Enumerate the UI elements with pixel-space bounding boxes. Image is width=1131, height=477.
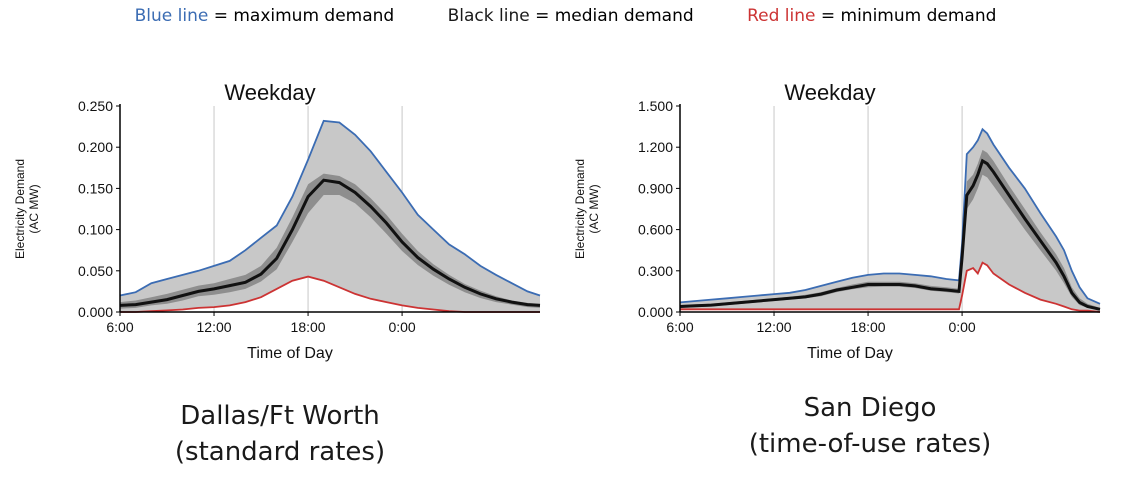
y-tick-label: 0.050	[78, 263, 113, 279]
caption-line-city: Dallas/Ft Worth	[180, 401, 380, 431]
chart-san-diego: 0.000 0.300 0.600 0.900 1.200 1.500 6:00 12:00 1…	[572, 66, 1112, 376]
y-tick-label: 0.100	[78, 222, 113, 238]
legend-item-max: Blue line = maximum demand	[135, 6, 395, 26]
y-tick-label: 0.000	[78, 304, 113, 320]
x-tick-label: 6:00	[666, 319, 693, 335]
x-axis-label: Time of Day	[247, 345, 333, 362]
caption-line-city: San Diego	[803, 393, 937, 423]
series-line-maximum	[679, 127, 1101, 305]
y-tick-label: 1.200	[638, 139, 673, 155]
y-tick-label: 0.150	[78, 180, 113, 196]
x-axis-label: Time of Day	[807, 345, 893, 362]
x-tick-label: 0:00	[948, 319, 975, 335]
y-tick-label: 0.300	[638, 263, 673, 279]
x-tick-label: 18:00	[291, 319, 326, 335]
series-line-median	[119, 178, 541, 307]
y-tick-label: 0.600	[638, 222, 673, 238]
chart-dallas: 0.000 0.050 0.100 0.150 0.200 0.250 6:00 12:00 1…	[12, 66, 552, 376]
caption-san-diego: San Diego (time-of-use rates)	[700, 390, 1040, 462]
y-axis-label: Electricity Demand(AC MW)	[13, 159, 41, 259]
y-axis-label: Electricity Demand(AC MW)	[573, 159, 601, 259]
legend-colored-text: Blue line	[134, 6, 209, 26]
x-tick-label: 18:00	[851, 319, 886, 335]
chart-title: Weekday	[784, 80, 875, 105]
series-line-maximum	[119, 119, 541, 297]
x-tick-label: 6:00	[106, 319, 133, 335]
y-tick-label: 0.250	[78, 98, 113, 114]
y-tick-label: 0.000	[638, 304, 673, 320]
legend-text: = median demand	[529, 6, 694, 26]
caption-line-rate: (time-of-use rates)	[748, 429, 992, 459]
x-tick-label: 12:00	[197, 319, 232, 335]
x-tick-label: 0:00	[388, 319, 415, 335]
legend-text: = maximum demand	[208, 6, 395, 26]
y-axis-label-line: (AC MW)	[587, 184, 601, 233]
chart-svg-dallas: 0.000 0.050 0.100 0.150 0.200 0.250 6:00 12:00 1…	[12, 66, 552, 376]
legend-colored-text: Red line	[747, 6, 816, 26]
legend: Blue line = maximum demand Black line = …	[0, 6, 1131, 36]
y-tick-label: 0.900	[638, 180, 673, 196]
legend-text: = minimum demand	[815, 6, 997, 26]
legend-item-min: Red line = minimum demand	[747, 6, 996, 26]
y-axis-label-line: Electricity Demand	[13, 159, 27, 259]
y-tick-label: 0.200	[78, 139, 113, 155]
y-tick-label: 1.500	[638, 98, 673, 114]
caption-line-rate: (standard rates)	[174, 437, 386, 467]
legend-colored-text: Black line	[447, 6, 530, 26]
y-axis-label-line: Electricity Demand	[573, 159, 587, 259]
x-tick-label: 12:00	[757, 319, 792, 335]
legend-item-median: Black line = median demand	[448, 6, 694, 26]
series-line-minimum	[680, 261, 1101, 313]
series-line-median	[679, 158, 1101, 311]
range-band	[120, 120, 540, 312]
y-axis-label-line: (AC MW)	[27, 184, 41, 233]
chart-svg-san-diego: 0.000 0.300 0.600 0.900 1.200 1.500 6:00 12:00 1…	[572, 66, 1112, 376]
quartile-band	[120, 173, 540, 309]
chart-title: Weekday	[224, 80, 315, 105]
caption-dallas: Dallas/Ft Worth (standard rates)	[120, 398, 440, 470]
